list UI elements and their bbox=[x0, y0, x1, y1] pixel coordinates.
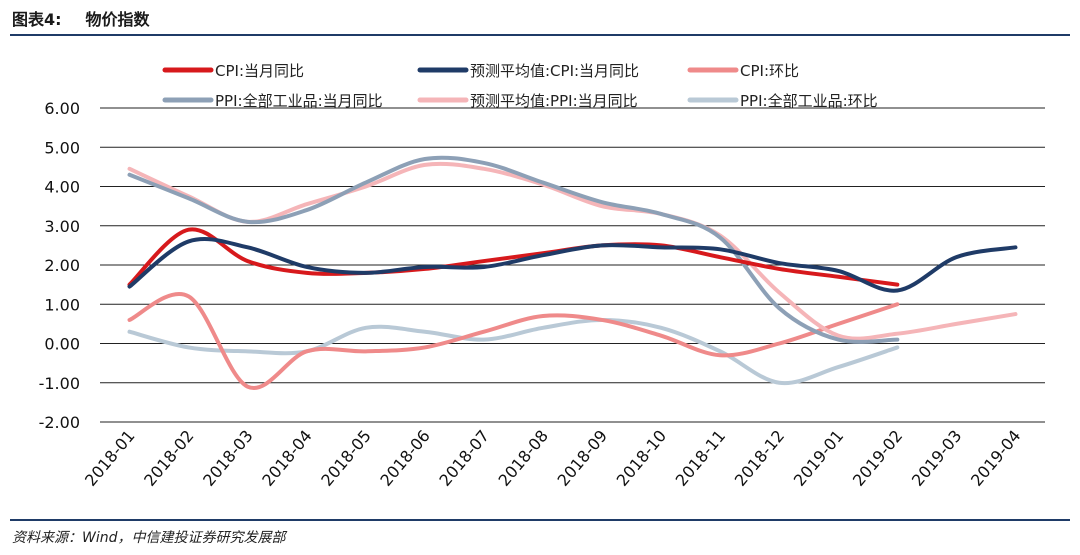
x-tick-label: 2019-01 bbox=[790, 426, 848, 489]
x-tick-label: 2018-12 bbox=[731, 426, 789, 489]
x-tick-label: 2019-04 bbox=[967, 426, 1025, 489]
legend-label: CPI:当月同比 bbox=[215, 62, 304, 80]
x-tick-label: 2018-04 bbox=[258, 426, 316, 489]
series-line-5 bbox=[127, 317, 900, 386]
figure-number: 图表4: bbox=[12, 10, 62, 29]
x-tick-label: 2018-11 bbox=[672, 426, 730, 489]
x-tick-label: 2018-08 bbox=[495, 426, 553, 489]
footer-rule bbox=[10, 519, 1070, 521]
y-tick-label: 6.00 bbox=[44, 99, 80, 118]
series-line-4 bbox=[127, 161, 1018, 341]
x-axis-labels: 2018-01 2018-02 2018-03 2018-04 2018-05 2018-… bbox=[81, 426, 1024, 489]
header-rule bbox=[10, 34, 1070, 36]
y-tick-label: -1.00 bbox=[39, 374, 80, 393]
grid-lines bbox=[100, 107, 1045, 423]
y-tick-label: -2.00 bbox=[39, 413, 80, 432]
series-line-3 bbox=[127, 155, 900, 344]
figure-title: 物价指数 bbox=[85, 10, 150, 29]
y-tick-label: 3.00 bbox=[44, 217, 80, 236]
y-axis-labels: -2.00 -1.00 0.00 1.00 2.00 3.00 4.00 5.00 6.00 bbox=[39, 99, 80, 432]
legend-label: CPI:环比 bbox=[740, 62, 799, 80]
series-line-0 bbox=[127, 227, 900, 287]
x-tick-label: 2018-03 bbox=[199, 426, 257, 489]
x-tick-label: 2018-02 bbox=[140, 426, 198, 489]
x-tick-label: 2018-09 bbox=[554, 426, 612, 489]
legend-label: 预测平均值:CPI:当月同比 bbox=[470, 62, 639, 80]
y-tick-label: 5.00 bbox=[44, 138, 80, 157]
legend-label: 预测平均值:PPI:当月同比 bbox=[470, 92, 638, 110]
legend-label: PPI:全部工业品:环比 bbox=[740, 92, 878, 110]
y-tick-label: 2.00 bbox=[44, 256, 80, 275]
figure-header: 图表4: 物价指数 bbox=[12, 6, 150, 30]
line-chart: -2.00 -1.00 0.00 1.00 2.00 3.00 4.00 5.00 6.00 2… bbox=[39, 62, 1045, 490]
series-lines bbox=[127, 155, 1018, 391]
source-note: 资料来源：Wind，中信建投证券研究发展部 bbox=[12, 530, 286, 546]
legend-label: PPI:全部工业品:当月同比 bbox=[215, 92, 383, 110]
y-tick-label: 1.00 bbox=[44, 295, 80, 314]
legend: CPI:当月同比 预测平均值:CPI:当月同比 CPI:环比 PPI:全部工业品:当月… bbox=[162, 62, 878, 110]
series-line-2 bbox=[127, 292, 900, 391]
y-tick-label: 0.00 bbox=[44, 335, 80, 354]
x-tick-label: 2019-02 bbox=[849, 426, 907, 489]
x-tick-label: 2018-05 bbox=[317, 426, 375, 489]
x-tick-label: 2019-03 bbox=[908, 426, 966, 489]
x-tick-label: 2018-07 bbox=[435, 426, 493, 489]
x-tick-label: 2018-01 bbox=[81, 426, 139, 489]
y-tick-label: 4.00 bbox=[44, 178, 80, 197]
x-tick-label: 2018-06 bbox=[376, 426, 434, 489]
x-tick-label: 2018-10 bbox=[613, 426, 671, 489]
series-line-1 bbox=[127, 237, 1018, 293]
